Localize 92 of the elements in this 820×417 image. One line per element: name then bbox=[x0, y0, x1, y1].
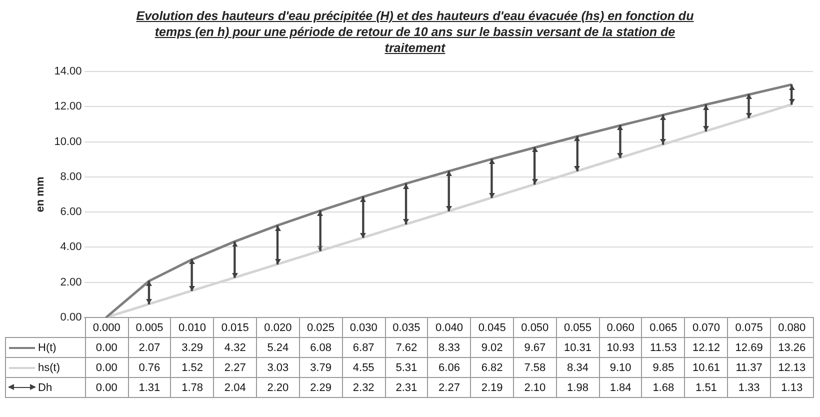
data-label: 0.00 bbox=[85, 378, 128, 398]
data-label: 8.33 bbox=[428, 338, 471, 358]
data-label: 3.79 bbox=[299, 358, 342, 378]
x-tick-label: 0.040 bbox=[428, 318, 471, 338]
x-tick-label: 0.000 bbox=[85, 318, 128, 338]
bar bbox=[790, 84, 793, 105]
data-label: 4.55 bbox=[342, 358, 386, 378]
x-tick-label: 0.020 bbox=[256, 318, 300, 338]
data-label: 11.53 bbox=[642, 338, 685, 358]
data-label: 10.61 bbox=[684, 358, 728, 378]
x-tick-label: 0.025 bbox=[299, 318, 342, 338]
bar bbox=[234, 241, 236, 278]
data-label: 5.24 bbox=[256, 338, 300, 358]
y-axis-title: en mm bbox=[34, 176, 47, 212]
x-tick-label: 0.070 bbox=[684, 318, 728, 338]
data-label: 9.02 bbox=[470, 338, 514, 358]
data-label: 1.98 bbox=[556, 378, 600, 398]
data-label: 3.03 bbox=[256, 358, 300, 378]
data-label: 1.51 bbox=[684, 378, 728, 398]
data-label: 8.34 bbox=[556, 358, 600, 378]
data-label: 1.84 bbox=[599, 378, 642, 398]
x-tick-label: 0.045 bbox=[470, 318, 514, 338]
data-label: 0.76 bbox=[128, 358, 171, 378]
data-label: 2.31 bbox=[385, 378, 428, 398]
y-tick-label: 14.00 bbox=[54, 66, 82, 78]
x-tick-label: 0.005 bbox=[128, 318, 171, 338]
data-label: 2.32 bbox=[342, 378, 386, 398]
data-label: 7.58 bbox=[514, 358, 556, 378]
y-tick-label: 4.00 bbox=[60, 241, 82, 254]
data-label: 1.33 bbox=[728, 378, 770, 398]
y-tick-label: 6.00 bbox=[60, 206, 82, 218]
x-tick-label: 0.035 bbox=[385, 318, 428, 338]
data-label: 13.26 bbox=[770, 338, 814, 358]
x-tick-label: 0.080 bbox=[770, 318, 814, 338]
bar bbox=[148, 280, 150, 304]
data-label: 1.13 bbox=[770, 378, 814, 398]
bar bbox=[576, 136, 578, 172]
data-label: 9.67 bbox=[514, 338, 556, 358]
x-tick-label: 0.075 bbox=[728, 318, 770, 338]
data-label: 12.69 bbox=[728, 338, 770, 358]
bar bbox=[748, 94, 750, 118]
y-tick-label: 10.00 bbox=[54, 136, 82, 148]
x-tick-label: 0.060 bbox=[599, 318, 642, 338]
x-tick-label: 0.010 bbox=[170, 318, 214, 338]
chart-title: Evolution des hauteurs d'eau précipitée (H) et des hauteurs d'eau évacuée (hs) en fonction du temps (en h) pour une période de retour de 10 ans sur le bassin versant de la station de traitement bbox=[135, 8, 695, 56]
x-tick-label: 0.065 bbox=[642, 318, 685, 338]
data-label: 11.37 bbox=[728, 358, 770, 378]
bar bbox=[533, 147, 536, 185]
data-label: 9.85 bbox=[642, 358, 685, 378]
y-tick-label: 8.00 bbox=[60, 170, 82, 183]
data-label: 6.08 bbox=[299, 338, 342, 358]
data-label: 2.29 bbox=[299, 378, 342, 398]
data-label: 2.04 bbox=[214, 378, 257, 398]
data-label: 6.87 bbox=[342, 338, 386, 358]
data-label: 2.07 bbox=[128, 338, 171, 358]
legend-label: Dh bbox=[6, 378, 86, 398]
data-label: 1.68 bbox=[642, 378, 685, 398]
data-label: 6.06 bbox=[428, 358, 471, 378]
data-label: 4.32 bbox=[214, 338, 257, 358]
data-label: 2.10 bbox=[514, 378, 556, 398]
y-tick-label: 0.00 bbox=[60, 311, 82, 324]
x-tick-label: 0.030 bbox=[342, 318, 386, 338]
bar bbox=[276, 225, 279, 265]
data-label: 9.10 bbox=[599, 358, 642, 378]
x-tick-label: 0.055 bbox=[556, 318, 600, 338]
legend-label: hs(t) bbox=[6, 358, 86, 378]
data-label: 1.52 bbox=[170, 358, 214, 378]
bar bbox=[662, 114, 664, 145]
y-tick-label: 2.00 bbox=[60, 276, 82, 288]
x-tick-label: 0.050 bbox=[514, 318, 556, 338]
data-label: 12.12 bbox=[684, 338, 728, 358]
data-label: 7.62 bbox=[385, 338, 428, 358]
data-label: 3.29 bbox=[170, 338, 214, 358]
data-label: 10.31 bbox=[556, 338, 600, 358]
data-label: 0.00 bbox=[85, 358, 128, 378]
data-label: 2.27 bbox=[428, 378, 471, 398]
data-label: 1.31 bbox=[128, 378, 171, 398]
bar bbox=[404, 183, 408, 224]
x-tick-label: 0.015 bbox=[214, 318, 257, 338]
data-label: 6.82 bbox=[470, 358, 514, 378]
legend-label: H(t) bbox=[6, 338, 86, 358]
data-label: 2.20 bbox=[256, 378, 300, 398]
data-label: 1.78 bbox=[170, 378, 214, 398]
data-label: 2.27 bbox=[214, 358, 257, 378]
bar bbox=[319, 210, 322, 252]
data-label: 2.19 bbox=[470, 378, 514, 398]
bar bbox=[490, 158, 493, 198]
y-tick-label: 12.00 bbox=[54, 100, 82, 113]
data-label: 10.93 bbox=[599, 338, 642, 358]
data-label: 0.00 bbox=[85, 338, 128, 358]
data-label: 5.31 bbox=[385, 358, 428, 378]
data-label: 12.13 bbox=[770, 358, 814, 378]
